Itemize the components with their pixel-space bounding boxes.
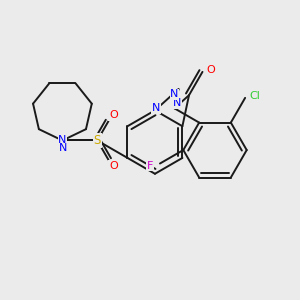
Text: N: N [170, 89, 179, 99]
Text: S: S [94, 134, 101, 147]
Text: O: O [109, 110, 118, 120]
Text: N: N [152, 103, 160, 113]
Text: O: O [206, 65, 215, 75]
Text: O: O [109, 161, 118, 171]
Text: N: N [59, 143, 68, 153]
Text: N: N [173, 98, 182, 108]
Text: F: F [147, 160, 153, 170]
Text: Cl: Cl [250, 91, 260, 101]
Text: N: N [58, 136, 67, 146]
